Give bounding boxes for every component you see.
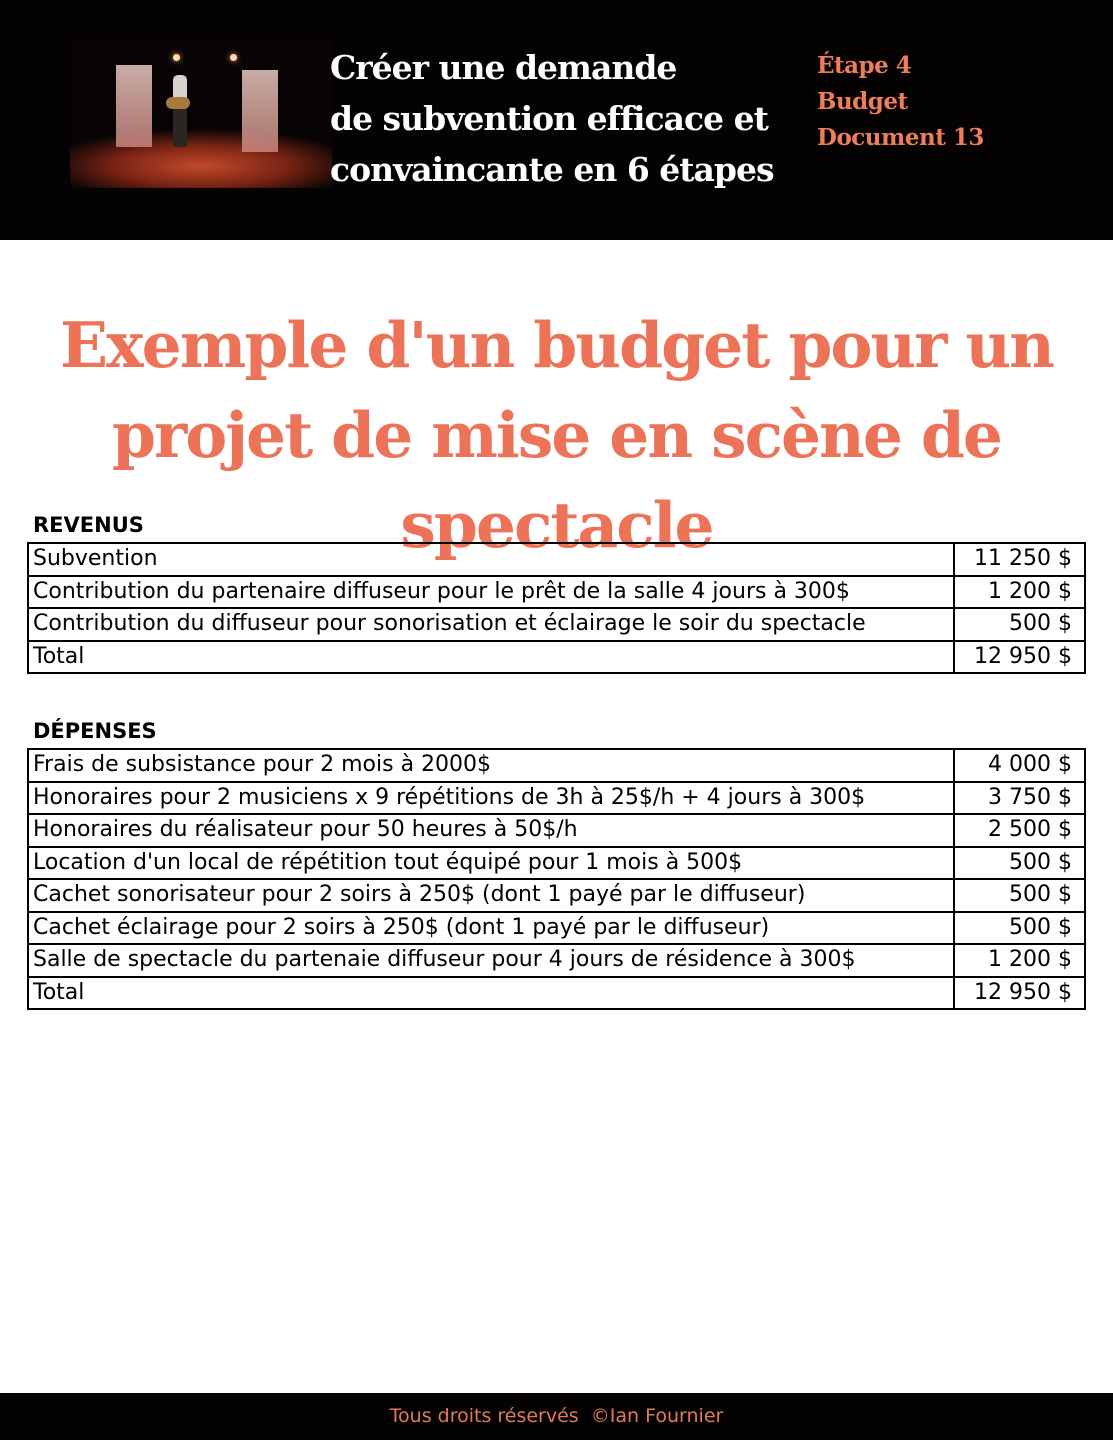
stage-light xyxy=(230,54,237,61)
row-description: Honoraires pour 2 musiciens x 9 répétiti… xyxy=(27,780,955,815)
page-title: Exemple d'un budget pour un projet de mi… xyxy=(0,300,1113,570)
page-title-line: projet de mise en scène de spectacle xyxy=(111,398,1003,562)
row-amount: 500 $ xyxy=(953,845,1086,880)
row-description: Total xyxy=(27,639,955,674)
table-row: Contribution du diffuseur pour sonorisat… xyxy=(27,607,1086,642)
total-row: Total 12 950 $ xyxy=(27,975,1086,1010)
depenses-table: Frais de subsistance pour 2 mois à 2000$… xyxy=(27,748,1086,1010)
total-row: Total 12 950 $ xyxy=(27,639,1086,674)
row-description: Contribution du diffuseur pour sonorisat… xyxy=(27,607,955,642)
table-row: Honoraires du réalisateur pour 50 heures… xyxy=(27,813,1086,848)
page-title-line: Exemple d'un budget pour un xyxy=(60,308,1055,382)
row-amount: 2 500 $ xyxy=(953,813,1086,848)
table-row: Contribution du partenaire diffuseur pou… xyxy=(27,574,1086,609)
table-row: Cachet sonorisateur pour 2 soirs à 250$ … xyxy=(27,878,1086,913)
header-banner: Créer une demande de subvention efficace… xyxy=(0,0,1113,240)
stage-light xyxy=(173,54,180,61)
row-description: Contribution du partenaire diffuseur pou… xyxy=(27,574,955,609)
row-amount: 12 950 $ xyxy=(953,975,1086,1010)
table-row: Honoraires pour 2 musiciens x 9 répétiti… xyxy=(27,780,1086,815)
row-description: Salle de spectacle du partenaie diffuseu… xyxy=(27,943,955,978)
row-amount: 4 000 $ xyxy=(953,748,1086,783)
section-label: Budget xyxy=(817,88,908,115)
footer-copyright: Tous droits réservés ©Ian Fournier xyxy=(0,1393,1113,1440)
row-amount: 1 200 $ xyxy=(953,943,1086,978)
header-title-line: Créer une demande xyxy=(330,48,677,87)
step-label: Étape 4 xyxy=(817,52,912,79)
row-description: Subvention xyxy=(27,542,955,577)
row-description: Total xyxy=(27,975,955,1010)
revenus-heading: REVENUS xyxy=(33,513,144,537)
row-amount: 500 $ xyxy=(953,878,1086,913)
guitar xyxy=(166,97,190,109)
row-amount: 11 250 $ xyxy=(953,542,1086,577)
stage-photo xyxy=(70,40,332,188)
revenus-table: Subvention 11 250 $ Contribution du parten… xyxy=(27,542,1086,674)
table-row: Salle de spectacle du partenaie diffuseu… xyxy=(27,943,1086,978)
header-title-line: de subvention efficace et xyxy=(330,99,769,138)
row-amount: 3 750 $ xyxy=(953,780,1086,815)
row-description: Honoraires du réalisateur pour 50 heures… xyxy=(27,813,955,848)
table-row: Subvention 11 250 $ xyxy=(27,542,1086,577)
table-row: Frais de subsistance pour 2 mois à 2000$… xyxy=(27,748,1086,783)
header-title: Créer une demande de subvention efficace… xyxy=(330,42,775,195)
row-description: Cachet éclairage pour 2 soirs à 250$ (do… xyxy=(27,910,955,945)
curtain-left xyxy=(116,65,152,147)
row-description: Cachet sonorisateur pour 2 soirs à 250$ … xyxy=(27,878,955,913)
row-description: Location d'un local de répétition tout é… xyxy=(27,845,955,880)
row-amount: 1 200 $ xyxy=(953,574,1086,609)
row-amount: 500 $ xyxy=(953,910,1086,945)
document-label: Document 13 xyxy=(817,124,984,151)
table-row: Cachet éclairage pour 2 soirs à 250$ (do… xyxy=(27,910,1086,945)
header-title-line: convaincante en 6 étapes xyxy=(330,150,775,189)
table-row: Location d'un local de répétition tout é… xyxy=(27,845,1086,880)
row-description: Frais de subsistance pour 2 mois à 2000$ xyxy=(27,748,955,783)
row-amount: 500 $ xyxy=(953,607,1086,642)
depenses-heading: DÉPENSES xyxy=(33,719,157,743)
performer xyxy=(173,75,187,147)
row-amount: 12 950 $ xyxy=(953,639,1086,674)
curtain-right xyxy=(242,70,278,152)
header-step-info: Étape 4 Budget Document 13 xyxy=(817,48,984,156)
